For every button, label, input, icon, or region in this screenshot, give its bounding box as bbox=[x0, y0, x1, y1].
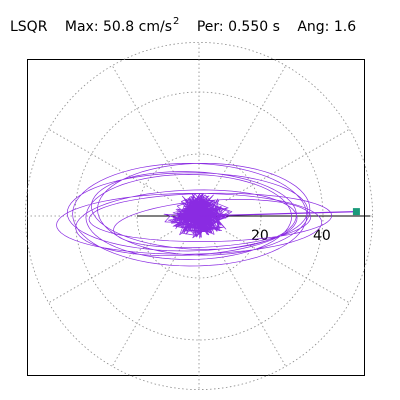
max-vector bbox=[198, 211, 357, 217]
grid-spoke-210 bbox=[48, 231, 173, 304]
grid-circle-outer bbox=[24, 41, 374, 391]
max-value: 50.8 cm/s bbox=[103, 19, 172, 35]
plot-frame bbox=[27, 59, 365, 376]
grid-spoke-60 bbox=[214, 65, 287, 190]
grid-spoke-120 bbox=[111, 65, 184, 190]
algorithm-label: LSQR bbox=[10, 19, 48, 35]
max-unit-exponent: 2 bbox=[172, 16, 180, 27]
period-label: Per: bbox=[196, 19, 224, 35]
response-trace bbox=[56, 162, 333, 267]
angle-label: Ang: bbox=[297, 19, 330, 35]
angle-value: 1.6 bbox=[333, 19, 357, 35]
radial-tick-label-40: 40 bbox=[313, 228, 331, 244]
max-marker bbox=[352, 208, 360, 216]
grid-spoke-300 bbox=[214, 242, 287, 367]
period-value: 0.550 s bbox=[228, 19, 280, 35]
chart-header: LSQR Max: 50.8 cm/s2 Per: 0.550 s Ang: 1… bbox=[10, 16, 356, 38]
max-label: Max: bbox=[64, 19, 99, 35]
grid-spoke-240 bbox=[111, 242, 184, 367]
